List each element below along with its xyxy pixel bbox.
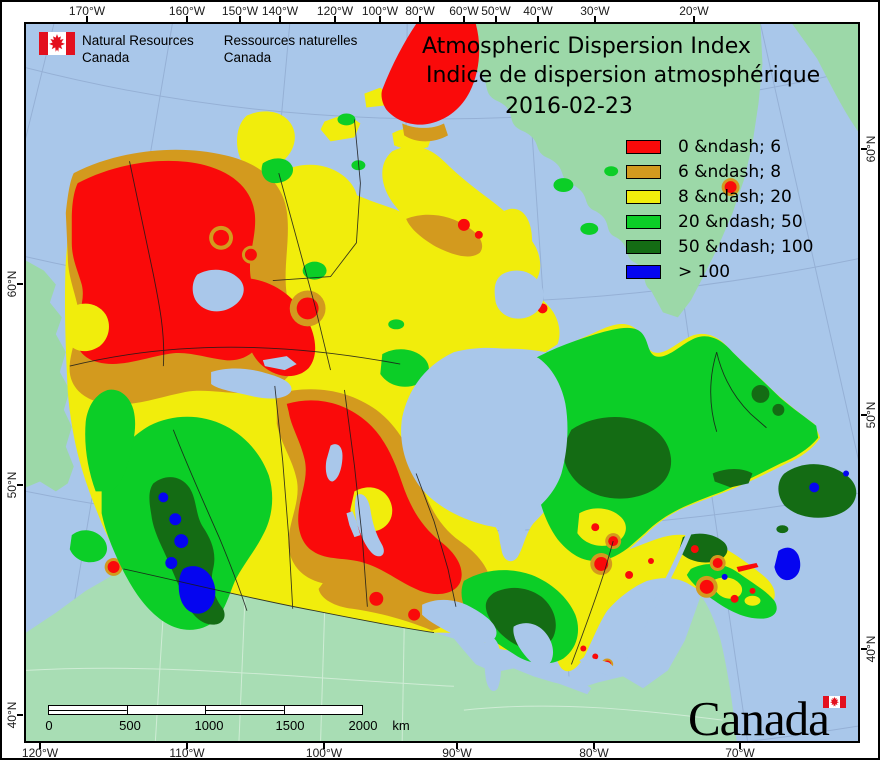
spot-red-nwt	[296, 297, 319, 320]
scale-label: 1000	[194, 718, 224, 733]
axis-label: 150°W	[221, 4, 259, 18]
hudson-bay	[401, 347, 568, 558]
axis-label: 20°W	[679, 4, 709, 18]
alaska	[26, 260, 74, 492]
lake-winnipeg	[354, 494, 384, 557]
legend-label: 50 &ndash; 100	[678, 236, 814, 257]
legend-label: > 100	[678, 261, 731, 282]
scale-label: 2000	[348, 718, 378, 733]
region-cape-breton-blue	[774, 547, 801, 581]
axis-label: 40°W	[523, 4, 553, 18]
legend: 0 &ndash; 6 6 &ndash; 8 8 &ndash; 20 20 …	[626, 134, 814, 284]
axis-label: 160°W	[168, 4, 206, 18]
legend-swatch-50-100	[626, 239, 661, 254]
great-bear-lake	[192, 269, 244, 312]
legend-swatch-8-20	[626, 189, 661, 204]
southampton-island	[458, 303, 503, 342]
scale-label: 0	[45, 718, 53, 733]
lake-huron	[513, 623, 554, 667]
lake-michigan	[484, 637, 502, 692]
banks-island	[236, 111, 295, 171]
canada-flag-icon	[39, 32, 75, 55]
axis-label: 170°W	[68, 4, 106, 18]
legend-label: 20 &ndash; 50	[678, 211, 803, 232]
victoria-island	[278, 164, 358, 233]
axis-label: 140°W	[261, 4, 299, 18]
pei	[736, 562, 759, 572]
axis-label: 80°W	[405, 4, 435, 18]
legend-row: 50 &ndash; 100	[626, 234, 814, 259]
lake-superior	[422, 599, 497, 643]
legend-row: 6 &ndash; 8	[626, 159, 814, 184]
region-yukon-nwt-red	[71, 160, 264, 364]
scale-label: 500	[119, 718, 141, 733]
axis-label: 90°W	[442, 746, 472, 760]
department-signature: Natural Resources Canada Ressources natu…	[39, 32, 357, 66]
canada-wordmark: Canada	[688, 691, 830, 746]
axis-label: 120°W	[21, 746, 59, 760]
legend-row: 8 &ndash; 20	[626, 184, 814, 209]
map-canvas	[24, 22, 860, 743]
legend-swatch-20-50	[626, 214, 661, 229]
legend-label: 6 &ndash; 8	[678, 161, 782, 182]
lake-athabasca	[262, 356, 297, 371]
region-ellesmere-red	[381, 24, 480, 125]
map-date: 2016-02-23	[505, 94, 633, 119]
scale-label: 1500	[275, 718, 305, 733]
axis-label: 120°W	[316, 4, 354, 18]
legend-row: > 100	[626, 259, 814, 284]
adi-regions	[65, 24, 857, 671]
legend-swatch-0-6	[626, 139, 661, 154]
axis-label: 100°W	[361, 4, 399, 18]
foxe-basin	[494, 270, 544, 319]
dept-name-fr: Ressources naturelles Canada	[223, 33, 358, 65]
axis-label: 50°W	[481, 4, 511, 18]
great-slave-lake	[211, 368, 292, 399]
st-lawrence-river	[620, 528, 694, 662]
region-quebec-darkgreen	[563, 417, 672, 499]
dept-name-en: Natural Resources Canada	[82, 33, 194, 65]
map-title-en: Atmospheric Dispersion Index	[422, 34, 751, 59]
scale-bar	[48, 705, 363, 715]
lake-ontario	[579, 656, 618, 677]
greenland-east-coast	[792, 24, 858, 132]
region-quebec-green	[521, 327, 819, 562]
baffin-island	[382, 146, 541, 293]
map-title-fr: Indice de dispersion atmosphérique	[426, 63, 821, 88]
axis-label: 80°W	[579, 746, 609, 760]
scale-unit: km	[392, 718, 410, 733]
axis-label: 100°W	[305, 746, 343, 760]
legend-label: 0 &ndash; 6	[678, 136, 782, 157]
canada-adi-map	[26, 24, 858, 741]
axis-label: 60°W	[449, 4, 479, 18]
legend-row: 0 &ndash; 6	[626, 134, 814, 159]
legend-swatch-over-100	[626, 264, 661, 279]
axis-label: 70°W	[725, 746, 755, 760]
region-gaspe-darkgreen	[678, 533, 728, 563]
region-bc-blue	[178, 566, 216, 614]
vancouver-island	[69, 530, 107, 563]
axis-label: 30°W	[580, 4, 610, 18]
legend-row: 20 &ndash; 50	[626, 209, 814, 234]
legend-label: 8 &ndash; 20	[678, 186, 792, 207]
lakes	[192, 269, 694, 695]
borders	[69, 119, 767, 665]
lake-erie	[545, 668, 592, 695]
axis-label: 110°W	[169, 746, 205, 760]
legend-swatch-6-8	[626, 164, 661, 179]
wordmark-flag-icon	[823, 693, 846, 712]
